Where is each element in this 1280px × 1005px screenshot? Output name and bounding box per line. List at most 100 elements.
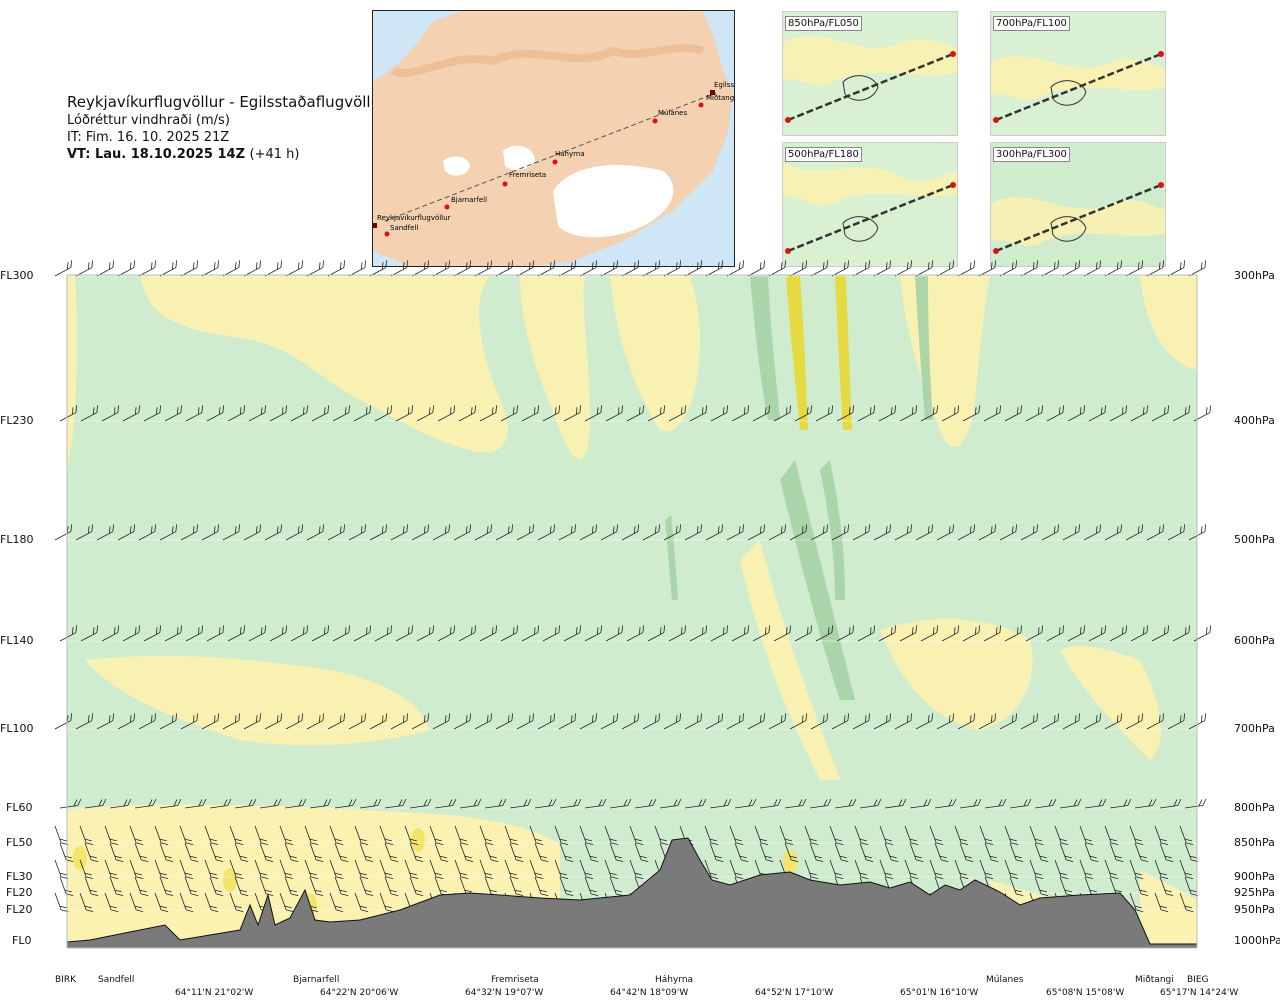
wind-barb-staff — [1054, 859, 1062, 878]
wind-barb — [411, 260, 430, 277]
wind-barb-feather — [1009, 872, 1017, 876]
wind-barb-staff — [929, 825, 937, 844]
wind-barb-feather — [1183, 524, 1186, 532]
wind-barb-feather — [1136, 909, 1144, 913]
wind-barb-feather — [109, 905, 117, 909]
wind-barb-feather — [722, 407, 725, 415]
wind-barb-staff — [479, 859, 487, 878]
wind-barb-feather — [890, 627, 893, 635]
wind-barb-feather — [238, 713, 241, 721]
downdraft-streak-1 — [780, 460, 855, 700]
wind-barb-staff — [1004, 859, 1012, 878]
mini-500-dot-a — [785, 248, 791, 254]
wind-barb — [184, 798, 207, 809]
wind-barb-feather — [339, 526, 342, 534]
wind-barb-feather — [197, 627, 200, 635]
wind-barb-staff — [159, 805, 178, 809]
wind-barb-feather — [255, 526, 258, 534]
wind-barb-feather — [566, 893, 574, 897]
wind-barb-staff — [834, 805, 853, 809]
wind-barb-staff — [1109, 805, 1128, 809]
wind-barb-staff — [437, 412, 455, 422]
wind-barb-feather — [843, 526, 846, 534]
wind-barb — [390, 713, 409, 730]
wind-barb-feather — [297, 262, 300, 270]
wind-barb-staff — [784, 805, 803, 809]
wind-barb-staff — [899, 632, 917, 642]
wind-barb-feather — [709, 838, 717, 842]
wind-barb-feather — [570, 262, 573, 270]
wind-barb-feather — [108, 262, 111, 270]
wind-barb — [222, 713, 241, 730]
wind-barb — [138, 524, 157, 541]
wind-barb-feather — [931, 260, 934, 268]
wind-barb — [600, 260, 619, 277]
wind-barb-feather — [474, 405, 477, 413]
wind-barb — [941, 405, 960, 422]
wind-barb-feather — [780, 715, 783, 723]
wind-barb-staff — [1109, 632, 1127, 642]
wind-barb-staff — [311, 412, 329, 422]
wind-barb-feather — [889, 713, 892, 721]
wind-barb-feather — [489, 855, 497, 859]
wind-barb-feather — [239, 889, 247, 893]
wind-barb — [754, 825, 769, 846]
wind-barb-staff — [390, 720, 408, 730]
wind-barb-feather — [177, 798, 182, 806]
mini-map-850-svg — [783, 12, 957, 135]
updraft-upper-west — [140, 276, 509, 453]
wind-barb-staff — [329, 825, 337, 844]
wind-barb-staff — [609, 842, 617, 861]
wind-barb-feather — [984, 872, 992, 876]
map-end-marker — [710, 90, 715, 95]
wind-barb — [429, 825, 444, 846]
wind-barb-feather — [1037, 627, 1040, 635]
wind-barb-feather — [931, 524, 934, 532]
wind-barb-staff — [962, 632, 980, 642]
wind-barb — [879, 825, 894, 846]
waypoint-label: Múlanes — [986, 975, 1024, 985]
wind-barb-staff — [705, 531, 723, 541]
wind-barb-staff — [84, 876, 92, 895]
wind-barb — [54, 825, 69, 846]
wind-barb-feather — [486, 262, 489, 270]
wind-barb-staff — [1167, 531, 1185, 541]
wind-barb-feather — [659, 838, 667, 842]
wind-barb — [810, 524, 829, 541]
wind-barb-feather — [369, 405, 372, 413]
wind-barb — [734, 798, 757, 809]
wind-barb-feather — [809, 872, 817, 876]
wind-barb — [129, 859, 144, 880]
wind-barb-feather — [352, 798, 357, 806]
wind-barb-feather — [1184, 407, 1187, 415]
wind-barb-staff — [729, 859, 737, 878]
wind-barb-feather — [469, 524, 472, 532]
wind-barb-feather — [129, 715, 132, 723]
wind-barb — [1109, 798, 1132, 809]
wind-barb — [920, 405, 939, 422]
strong-updraft-column-2 — [835, 276, 852, 430]
wind-barb-feather — [677, 798, 682, 806]
wind-barb-feather — [1189, 889, 1197, 893]
wind-barb-feather — [108, 715, 111, 723]
wind-barb-feather — [1095, 526, 1098, 534]
wind-barb — [359, 842, 374, 863]
wind-barb-feather — [136, 876, 144, 880]
wind-barb-feather — [616, 713, 619, 721]
wind-barb — [710, 405, 729, 422]
wind-barb-feather — [1036, 876, 1044, 880]
wind-barb-feather — [427, 713, 430, 721]
wind-barb-staff — [459, 876, 467, 895]
wind-barb-staff — [584, 412, 602, 422]
wind-barb-feather — [948, 262, 951, 270]
wind-barb-staff — [884, 842, 892, 861]
wind-barb — [229, 892, 244, 913]
wind-barb-feather — [490, 260, 493, 268]
wind-barb-feather — [634, 838, 642, 842]
wind-barb-staff — [254, 859, 262, 878]
wind-barb-staff — [542, 632, 560, 642]
wind-barb — [878, 625, 897, 642]
wind-barb-staff — [1029, 825, 1037, 844]
wind-barb-feather — [932, 407, 935, 415]
wind-barb — [705, 713, 724, 730]
